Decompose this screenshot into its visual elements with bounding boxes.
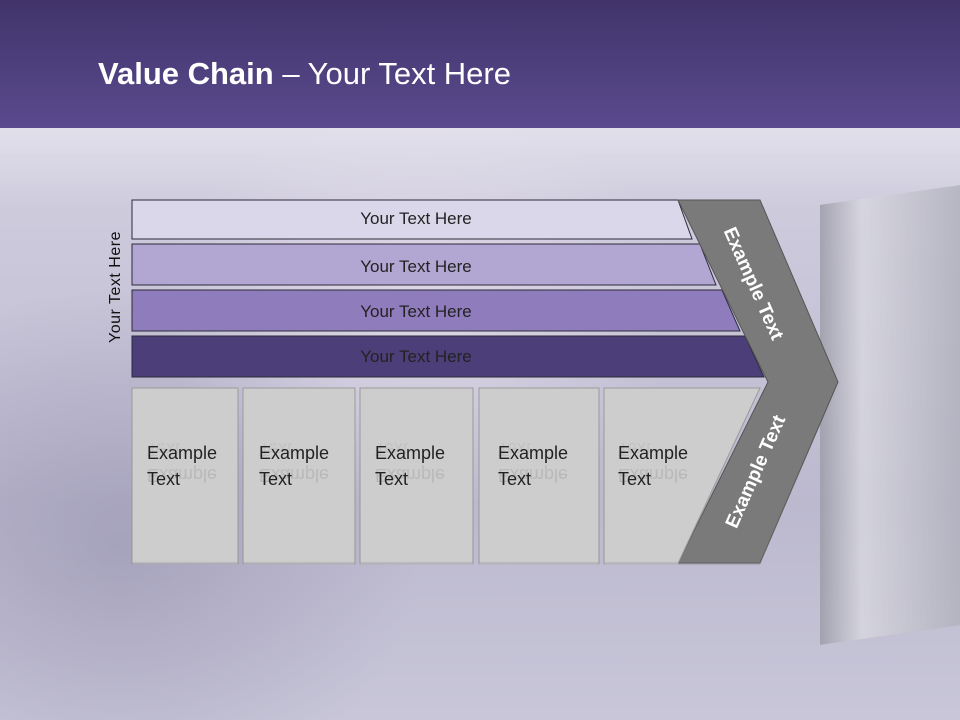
reflection-shapes: [131, 410, 838, 565]
slide-title: Value Chain – Your Text Here: [98, 56, 511, 92]
box-3: [359, 387, 474, 564]
chevron-arrow: [677, 199, 839, 564]
box-5: [603, 387, 761, 564]
box-3-text: Example Text: [375, 443, 446, 489]
title-rest: – Your Text Here: [273, 56, 511, 91]
box-5-text: Example Text: [618, 443, 689, 489]
box-1-text: Example Text: [147, 443, 218, 489]
box-2-text: Example Text: [259, 443, 330, 489]
bar-3-label: Your Text Here: [360, 302, 472, 321]
bar-2-label: Your Text Here: [360, 257, 472, 276]
title-bar: [0, 0, 960, 128]
bar-4-label: Your Text Here: [360, 347, 472, 366]
box-2: [242, 387, 356, 564]
box-1: [131, 387, 239, 564]
bar-2: [131, 243, 717, 286]
title-bold: Value Chain: [98, 56, 274, 91]
box-4-text: Example Text: [498, 443, 569, 489]
reflection: Example Text Example Text Example Text Exam…: [0, 410, 960, 565]
bar-3: [131, 289, 741, 332]
bar-1: [131, 199, 693, 240]
bar-1-label: Your Text Here: [360, 209, 472, 228]
bar-4: [131, 335, 765, 378]
box-4: [478, 387, 600, 564]
side-label: Your Text Here: [107, 231, 124, 343]
